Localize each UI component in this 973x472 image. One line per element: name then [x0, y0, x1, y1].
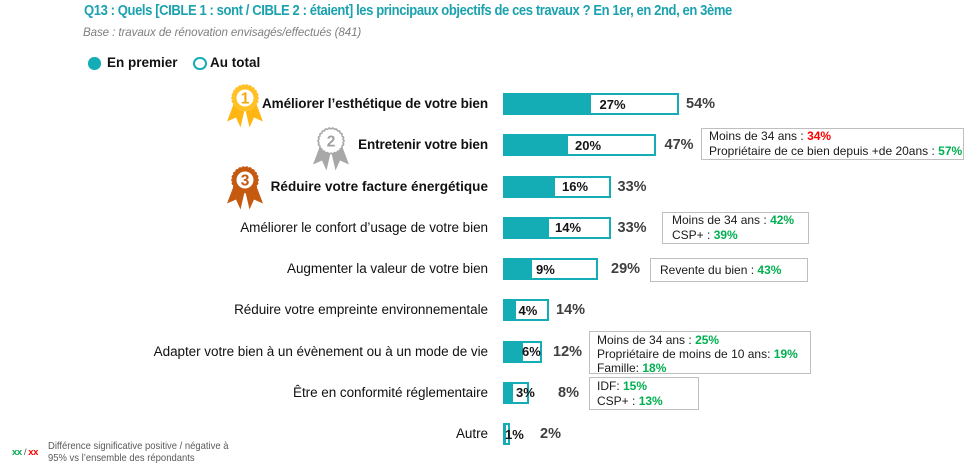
- svg-text:1: 1: [241, 91, 250, 108]
- svg-text:3: 3: [241, 173, 250, 190]
- svg-text:2: 2: [327, 133, 336, 150]
